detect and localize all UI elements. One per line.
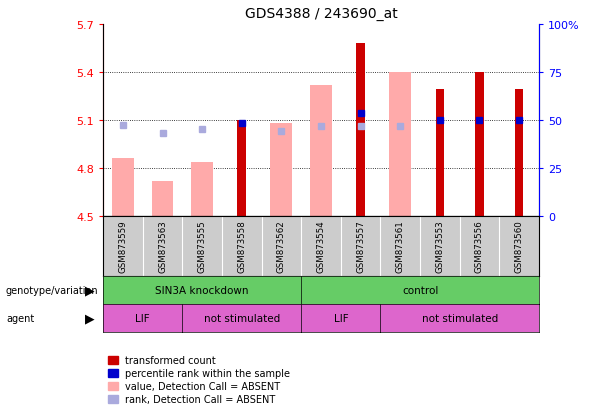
Text: GSM873556: GSM873556	[475, 219, 484, 272]
Legend: transformed count, percentile rank within the sample, value, Detection Call = AB: transformed count, percentile rank withi…	[108, 356, 290, 404]
Bar	[435, 90, 444, 216]
Text: GSM873557: GSM873557	[356, 219, 365, 272]
Text: not stimulated: not stimulated	[422, 313, 498, 323]
Text: genotype/variation: genotype/variation	[6, 285, 98, 295]
Text: GSM873553: GSM873553	[435, 219, 444, 272]
Bar	[515, 90, 524, 216]
Bar	[237, 121, 246, 216]
Bar	[191, 162, 213, 216]
Text: GSM873555: GSM873555	[198, 219, 207, 272]
Text: GSM873563: GSM873563	[158, 219, 167, 272]
Text: GSM873560: GSM873560	[515, 219, 524, 272]
Text: ▶: ▶	[85, 312, 94, 325]
Bar	[112, 159, 134, 216]
Bar	[270, 124, 292, 216]
Text: GSM873559: GSM873559	[118, 219, 127, 272]
Bar	[475, 73, 484, 216]
Text: LIF: LIF	[333, 313, 348, 323]
Title: GDS4388 / 243690_at: GDS4388 / 243690_at	[244, 7, 398, 21]
Text: GSM873558: GSM873558	[237, 219, 246, 272]
Bar	[389, 73, 411, 216]
Text: LIF: LIF	[135, 313, 150, 323]
Text: GSM873562: GSM873562	[277, 219, 286, 272]
Text: not stimulated: not stimulated	[204, 313, 280, 323]
Text: control: control	[402, 285, 438, 295]
Text: GSM873561: GSM873561	[396, 219, 405, 272]
Text: ▶: ▶	[85, 284, 94, 297]
Bar	[356, 44, 365, 216]
Text: SIN3A knockdown: SIN3A knockdown	[155, 285, 249, 295]
Bar	[310, 85, 332, 216]
Text: agent: agent	[6, 313, 34, 323]
Text: GSM873554: GSM873554	[316, 219, 326, 272]
Bar	[151, 181, 173, 216]
